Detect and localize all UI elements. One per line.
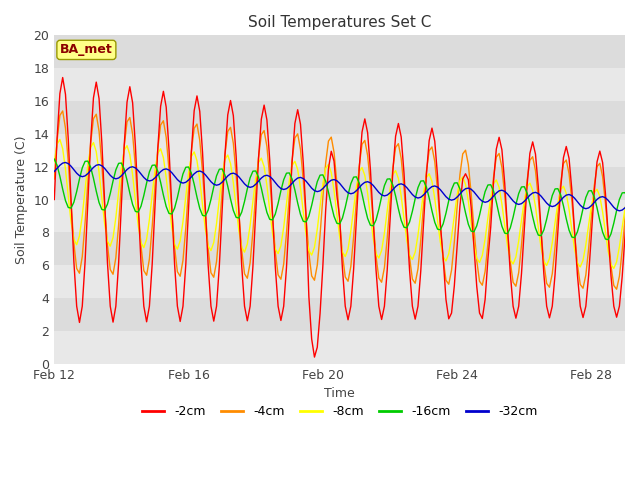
Bar [54,134,625,167]
Bar [54,68,625,101]
Bar [54,331,625,364]
Bar [54,200,625,232]
Legend: -2cm, -4cm, -8cm, -16cm, -32cm: -2cm, -4cm, -8cm, -16cm, -32cm [137,400,543,423]
Text: BA_met: BA_met [60,43,113,56]
Title: Soil Temperatures Set C: Soil Temperatures Set C [248,15,431,30]
X-axis label: Time: Time [324,387,355,400]
Y-axis label: Soil Temperature (C): Soil Temperature (C) [15,135,28,264]
Bar [54,265,625,298]
